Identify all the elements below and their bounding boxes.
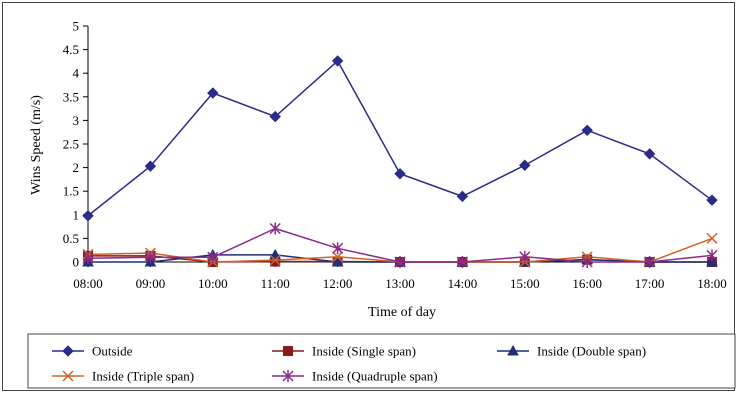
- data-point: [282, 370, 294, 382]
- data-point: [706, 255, 718, 267]
- data-point: [62, 370, 74, 382]
- data-point: [331, 255, 344, 267]
- data-point: [144, 160, 157, 172]
- axes: 0 0.5 1 1.5 2 2.5 3 3.5 4 4.5 5 08:00 09:00 10:00 11:0…: [63, 19, 727, 292]
- series-layer: [82, 55, 718, 268]
- x-tick-label: 14:00: [448, 276, 478, 291]
- y-tick-label: 3.5: [63, 89, 79, 104]
- data-point: [456, 256, 468, 268]
- x-tick-label: 08:00: [73, 276, 103, 291]
- data-point: [394, 168, 406, 180]
- legend: Outside Inside (Single span) Inside (Doubl…: [27, 333, 736, 389]
- y-tick-label: 0: [73, 255, 80, 270]
- y-tick-label: 1: [73, 207, 80, 222]
- y-tick-label: 4: [73, 66, 80, 81]
- x-tick-label: 12:00: [323, 276, 353, 291]
- y-tick-label: 5: [73, 19, 80, 34]
- x-axis-title: Time of day: [368, 305, 436, 320]
- legend-label: Inside (Single span): [312, 344, 416, 359]
- x-tick-label: 11:00: [261, 276, 290, 291]
- data-point: [581, 124, 593, 137]
- legend-entry: Inside (Triple span): [52, 369, 194, 384]
- x-tick-label: 09:00: [136, 276, 166, 291]
- data-point: [507, 344, 519, 356]
- data-point: [643, 148, 656, 160]
- legend-entry: Inside (Double span): [497, 344, 646, 359]
- data-point: [207, 251, 219, 264]
- data-point: [332, 251, 344, 263]
- data-point: [207, 87, 219, 99]
- data-point: [519, 159, 531, 171]
- data-point: [82, 252, 94, 265]
- legend-entry: Outside: [52, 344, 133, 359]
- data-point: [269, 222, 281, 235]
- series-inside-quadruple-span: [82, 222, 718, 268]
- y-tick-label: 2.5: [63, 137, 79, 152]
- data-point: [456, 190, 469, 203]
- y-tick-label: 4.5: [63, 42, 79, 57]
- legend-label: Inside (Double span): [537, 344, 646, 359]
- data-point: [706, 194, 718, 206]
- data-point: [269, 110, 281, 123]
- y-tick-label: 1.5: [63, 184, 79, 199]
- data-point: [62, 345, 74, 357]
- legend-entry: Inside (Single span): [272, 344, 416, 359]
- data-point: [644, 256, 656, 268]
- data-point: [283, 346, 293, 356]
- y-axis-title: Wins Speed (m/s): [29, 95, 44, 195]
- data-point: [82, 210, 94, 222]
- data-point: [332, 242, 344, 255]
- y-tick-label: 0.5: [63, 231, 79, 246]
- y-tick-label: 3: [73, 113, 80, 128]
- y-tick-label: 2: [73, 160, 80, 175]
- legend-box: [27, 333, 736, 389]
- data-point: [269, 254, 281, 266]
- data-point: [144, 251, 156, 264]
- data-point: [331, 55, 344, 67]
- legend-entry: Inside (Quadruple span): [272, 369, 438, 384]
- legend-label: Inside (Quadruple span): [312, 369, 438, 384]
- data-point: [519, 250, 531, 263]
- chart-frame: [2, 2, 735, 391]
- data-point: [706, 232, 718, 244]
- x-tick-label: 17:00: [635, 276, 665, 291]
- x-tick-label: 13:00: [385, 276, 415, 291]
- series-line: [87, 59, 713, 217]
- x-tick-label: 16:00: [572, 276, 602, 291]
- data-point: [394, 256, 406, 268]
- x-tick-label: 10:00: [198, 276, 228, 291]
- legend-label: Inside (Triple span): [92, 369, 194, 384]
- legend-label: Outside: [92, 344, 133, 359]
- x-tick-label: 18:00: [697, 276, 727, 291]
- x-tick-label: 15:00: [510, 276, 540, 291]
- data-point: [581, 256, 593, 268]
- series-outside: [82, 55, 718, 222]
- data-point: [706, 249, 718, 262]
